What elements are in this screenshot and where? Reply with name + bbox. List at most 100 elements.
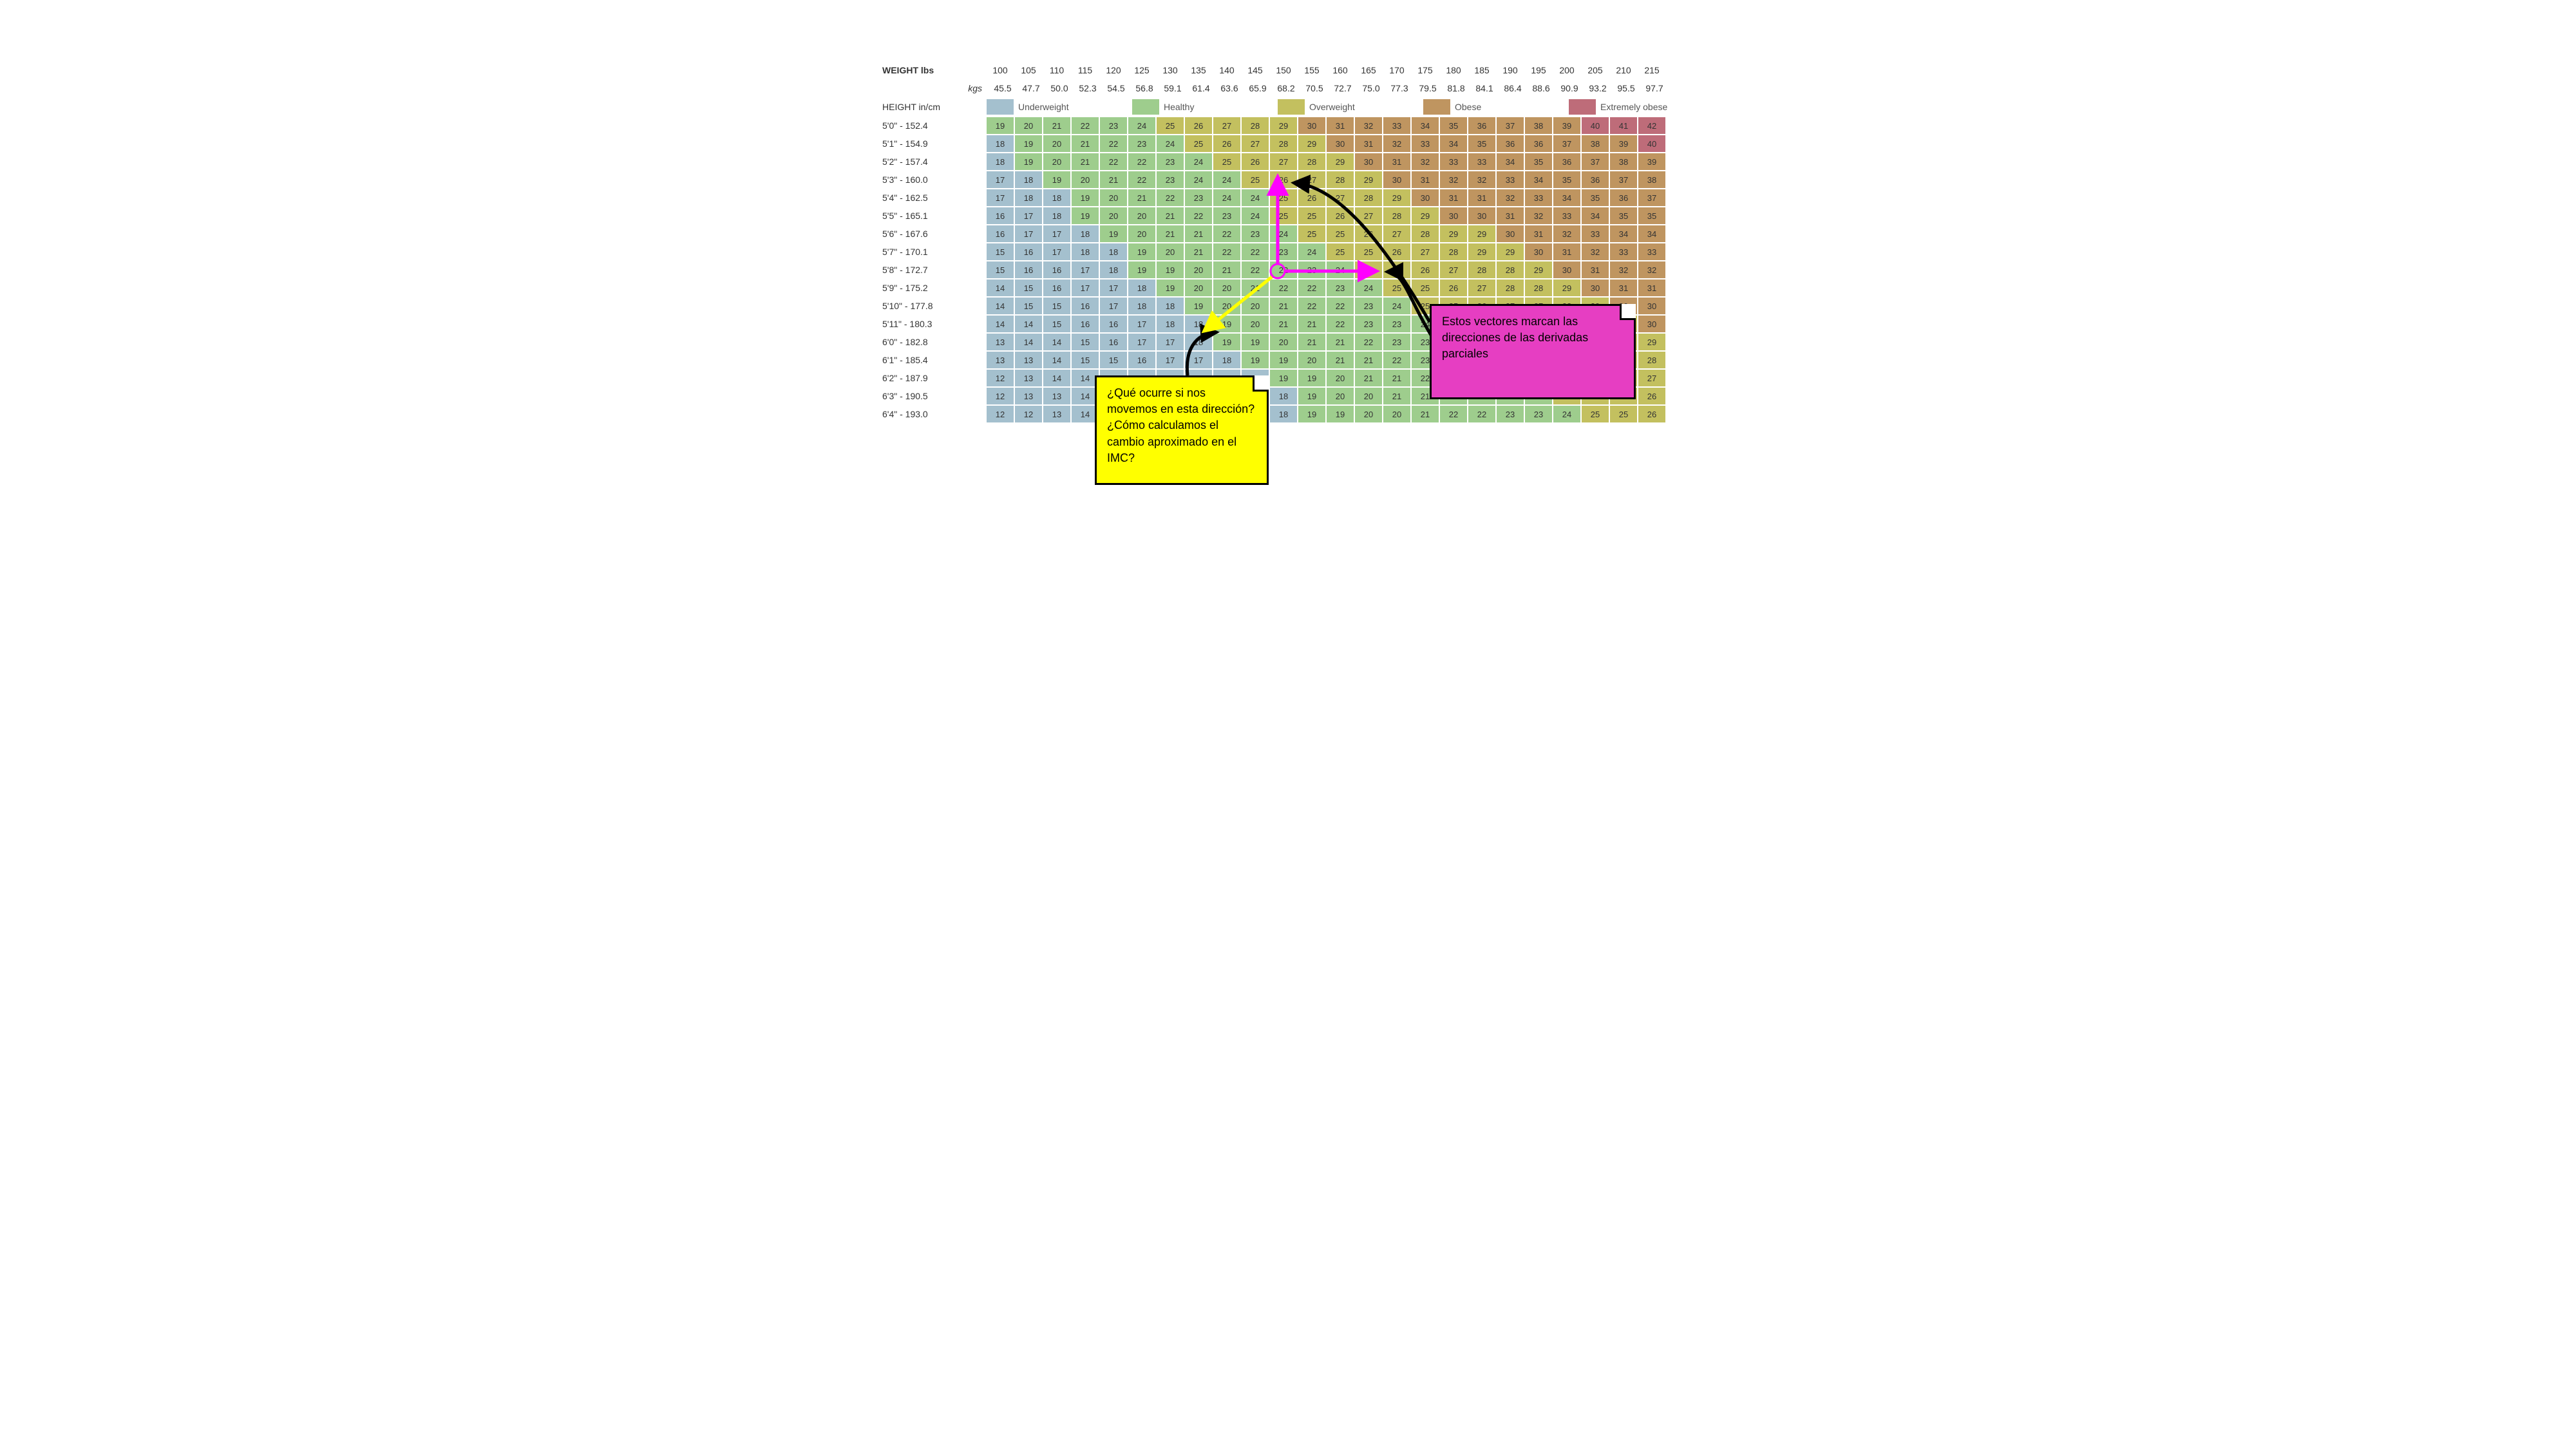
bmi-cell: 17 [987, 189, 1014, 206]
weight-lbs-value: 190 [1496, 65, 1524, 75]
bmi-cell: 22 [1242, 243, 1269, 260]
weight-lbs-value: 210 [1609, 65, 1638, 75]
bmi-cell: 24 [1213, 189, 1240, 206]
bmi-cell: 39 [1638, 153, 1665, 170]
bmi-cell: 25 [1298, 225, 1325, 242]
bmi-cell: 14 [1015, 316, 1042, 332]
bmi-cell: 18 [1128, 279, 1155, 296]
bmi-cell: 34 [1638, 225, 1665, 242]
bmi-cell: 31 [1497, 207, 1524, 224]
bmi-cell: 18 [1015, 189, 1042, 206]
bmi-cell: 26 [1638, 406, 1665, 422]
bmi-cell: 29 [1468, 243, 1495, 260]
bmi-cell: 29 [1468, 225, 1495, 242]
weight-kgs-value: 93.2 [1584, 83, 1612, 93]
legend-swatch-healthy [1132, 99, 1159, 115]
bmi-cell: 18 [1270, 388, 1297, 404]
bmi-cell: 15 [1015, 279, 1042, 296]
bmi-cell: 33 [1440, 153, 1467, 170]
height-value: 5'11" - 180.3 [882, 319, 986, 329]
bmi-cell: 18 [1100, 261, 1127, 278]
bmi-cell: 14 [987, 298, 1014, 314]
bmi-cell: 20 [1298, 352, 1325, 368]
bmi-cell: 18 [1213, 352, 1240, 368]
bmi-cell: 32 [1610, 261, 1637, 278]
bmi-cell: 24 [1298, 243, 1325, 260]
bmi-cell: 19 [1015, 135, 1042, 152]
bmi-cell: 31 [1383, 153, 1410, 170]
magenta-note-text: Estos vectores marcan las direcciones de… [1442, 315, 1588, 360]
bmi-cell: 14 [1043, 352, 1070, 368]
bmi-cell: 16 [1015, 243, 1042, 260]
bmi-cell: 18 [1157, 316, 1184, 332]
weight-kgs-value: 81.8 [1442, 83, 1470, 93]
bmi-cell: 24 [1128, 117, 1155, 134]
bmi-cell: 20 [1100, 189, 1127, 206]
bmi-cell: 17 [1015, 207, 1042, 224]
bmi-cell: 25 [1383, 261, 1410, 278]
bmi-cell: 39 [1553, 117, 1580, 134]
weight-lbs-value: 185 [1468, 65, 1496, 75]
bmi-cell: 30 [1298, 117, 1325, 134]
height-value: 5'3" - 160.0 [882, 175, 986, 185]
bmi-cell: 19 [1072, 189, 1099, 206]
bmi-cell: 21 [1157, 207, 1184, 224]
bmi-cell: 36 [1582, 171, 1609, 188]
bmi-cell: 29 [1525, 261, 1552, 278]
bmi-cell: 31 [1355, 135, 1382, 152]
bmi-cell: 19 [987, 117, 1014, 134]
bmi-cell: 25 [1213, 153, 1240, 170]
bmi-cell: 34 [1553, 189, 1580, 206]
weight-lbs-value: 175 [1411, 65, 1439, 75]
bmi-cell: 14 [987, 316, 1014, 332]
bmi-cell: 14 [1043, 370, 1070, 386]
bmi-cell: 20 [1327, 370, 1354, 386]
weight-kgs-value: 65.9 [1244, 83, 1272, 93]
bmi-cell: 25 [1185, 135, 1212, 152]
bmi-cell: 29 [1270, 117, 1297, 134]
bmi-cell: 21 [1185, 225, 1212, 242]
bmi-cell: 25 [1327, 225, 1354, 242]
bmi-cell: 22 [1327, 298, 1354, 314]
height-value: 5'5" - 165.1 [882, 211, 986, 221]
height-value: 5'1" - 154.9 [882, 138, 986, 149]
bmi-cell: 23 [1157, 171, 1184, 188]
bmi-cell: 32 [1468, 171, 1495, 188]
bmi-cell: 22 [1100, 153, 1127, 170]
bmi-cell: 34 [1440, 135, 1467, 152]
legend-swatch-overweight [1278, 99, 1305, 115]
bmi-cell: 21 [1327, 352, 1354, 368]
bmi-cell: 28 [1298, 153, 1325, 170]
bmi-cell: 12 [1015, 406, 1042, 422]
bmi-cell: 16 [1128, 352, 1155, 368]
bmi-cell: 33 [1525, 189, 1552, 206]
bmi-cell: 22 [1270, 279, 1297, 296]
bmi-cell: 37 [1497, 117, 1524, 134]
bmi-cell: 33 [1610, 243, 1637, 260]
bmi-cell: 23 [1383, 316, 1410, 332]
bmi-cell: 32 [1383, 135, 1410, 152]
weight-lbs-value: 200 [1553, 65, 1581, 75]
bmi-chart-canvas: WEIGHT lbs100105110115120125130135140145… [805, 0, 1771, 544]
bmi-cell: 26 [1185, 117, 1212, 134]
bmi-cell: 19 [1327, 406, 1354, 422]
bmi-cell: 36 [1497, 135, 1524, 152]
bmi-cell: 20 [1043, 153, 1070, 170]
bmi-cell: 18 [1185, 316, 1212, 332]
bmi-cell: 17 [1128, 316, 1155, 332]
bmi-cell: 20 [1157, 243, 1184, 260]
bmi-cell: 27 [1355, 207, 1382, 224]
bmi-cell: 32 [1638, 261, 1665, 278]
height-value: 6'4" - 193.0 [882, 409, 986, 419]
bmi-cell: 36 [1468, 117, 1495, 134]
bmi-cell: 21 [1298, 316, 1325, 332]
bmi-cell: 21 [1157, 225, 1184, 242]
bmi-cell: 28 [1242, 117, 1269, 134]
bmi-cell: 29 [1327, 153, 1354, 170]
bmi-cell: 39 [1610, 135, 1637, 152]
bmi-cell: 22 [1128, 171, 1155, 188]
weight-lbs-value: 145 [1241, 65, 1269, 75]
bmi-cell: 25 [1270, 207, 1297, 224]
bmi-cell: 21 [1355, 352, 1382, 368]
bmi-cell: 27 [1327, 189, 1354, 206]
